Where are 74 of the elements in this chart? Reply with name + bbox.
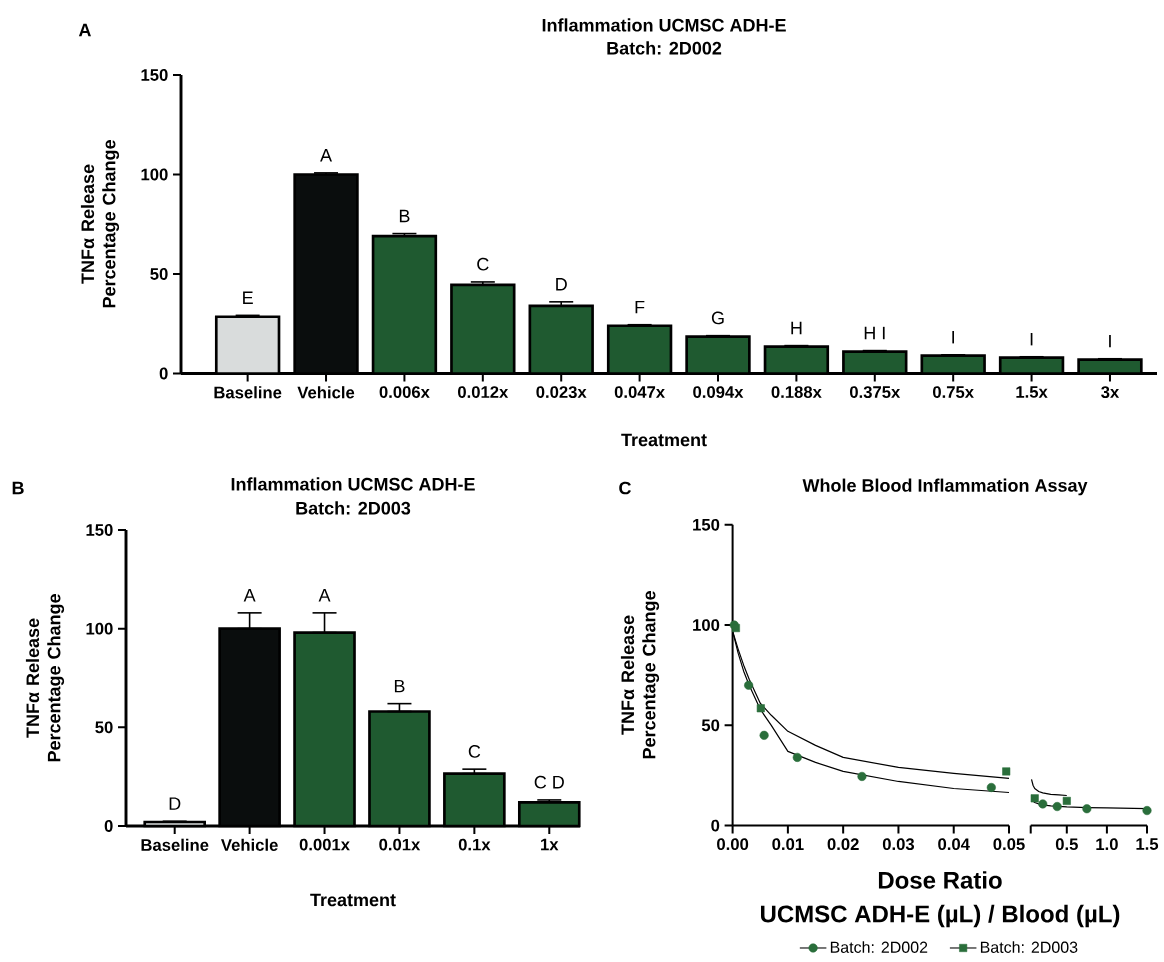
data-label: A: [243, 589, 256, 602]
x-tick-label: 0.03: [882, 838, 915, 851]
x-tick-label: 0.006x: [379, 386, 430, 398]
data-label: H I: [864, 326, 885, 340]
y-axis-title: TNFα Release Percentage Change: [25, 594, 65, 762]
text: A: [78, 23, 91, 37]
data-label: I: [952, 331, 955, 344]
y-axis-title: TNFα Release Percentage Change: [80, 140, 120, 308]
x-tick-label: Baseline: [141, 838, 209, 851]
x-tick-label: 0.047x: [614, 386, 665, 398]
x-tick-label: 0.375x: [849, 386, 901, 399]
x-tick-label: Vehicle: [297, 386, 355, 399]
data-label: F: [635, 300, 645, 314]
y-tick-label: 150: [693, 518, 720, 531]
data-label: H: [791, 321, 802, 335]
y-axis-title: TNFα Release Percentage Change: [620, 591, 660, 759]
y-tick-label: 100: [86, 622, 113, 635]
x-tick-label: 1.5: [1136, 838, 1159, 850]
x-tick-label: 0.00: [717, 838, 749, 851]
data-label: A: [320, 149, 333, 162]
x-tick-label: 0.02: [827, 838, 859, 851]
legend-label: Batch: 2D002: [830, 941, 928, 953]
x-tick-label: 0.001x: [299, 838, 350, 851]
x-tick-label: 0.188x: [771, 386, 822, 398]
y-tick-label: 0: [159, 367, 168, 380]
x-tick-label: 0.5: [1055, 838, 1078, 851]
chart-subtitle: Batch: 2D002: [607, 41, 722, 55]
x-tick-label: Baseline: [214, 386, 282, 399]
x-tick-label: 0.023x: [536, 386, 587, 399]
data-label: I: [1109, 334, 1111, 348]
x-tick-label: 0.75x: [933, 386, 974, 398]
x-tick-label: 1x: [541, 838, 559, 851]
x-tick-label: 1.5x: [1016, 386, 1048, 398]
y-tick-label: 150: [141, 69, 168, 81]
x-tick-label: 1.0: [1096, 838, 1118, 851]
x-tick-label: 0.1x: [458, 838, 491, 851]
x-tick-label: 0.01: [772, 838, 804, 851]
data-label: D: [556, 278, 567, 291]
data-label: C: [468, 745, 481, 758]
y-tick-label: 50: [95, 721, 113, 734]
y-tick-label: 50: [701, 719, 720, 732]
data-label: B: [399, 209, 410, 223]
data-label: C D: [534, 775, 564, 789]
text: C: [619, 481, 632, 495]
data-label: A: [318, 589, 331, 602]
x-tick-label: 0.05: [993, 838, 1025, 851]
y-tick-label: 50: [150, 268, 168, 280]
data-label: G: [711, 311, 724, 325]
x-tick-label: Vehicle: [221, 838, 278, 851]
x-axis-title: Treatment: [621, 433, 707, 447]
y-tick-label: 150: [86, 524, 113, 536]
y-tick-label: 0: [711, 819, 720, 832]
text: B: [12, 481, 24, 495]
x-tick-label: 0.094x: [693, 386, 744, 398]
data-label: D: [169, 797, 181, 810]
y-tick-label: 100: [693, 619, 720, 631]
x-tick-label: 0.04: [938, 838, 970, 851]
data-label: C: [477, 257, 489, 271]
x-tick-label: 0.012x: [458, 386, 509, 398]
x-axis-title: Dose Ratio: [878, 871, 1002, 889]
legend-label: Batch: 2D003: [980, 941, 1078, 953]
x-axis-title: Treatment: [310, 893, 396, 907]
chart-title: Whole Blood Inflammation Assay: [802, 478, 1088, 496]
y-tick-label: 100: [141, 168, 168, 181]
x-tick-label: 3x: [1101, 386, 1120, 399]
y-tick-label: 0: [104, 820, 113, 832]
text: UCMSC ADH-E (µL) / Blood (µL): [760, 904, 1120, 928]
x-tick-label: 0.01x: [379, 838, 421, 851]
data-label: E: [243, 291, 253, 304]
data-label: B: [394, 679, 405, 693]
chart-title: Inflammation UCMSC ADH-E: [231, 477, 475, 491]
chart-subtitle: Batch: 2D003: [296, 501, 411, 515]
chart-title: Inflammation UCMSC ADH-E: [542, 18, 786, 32]
data-label: I: [1030, 333, 1033, 346]
